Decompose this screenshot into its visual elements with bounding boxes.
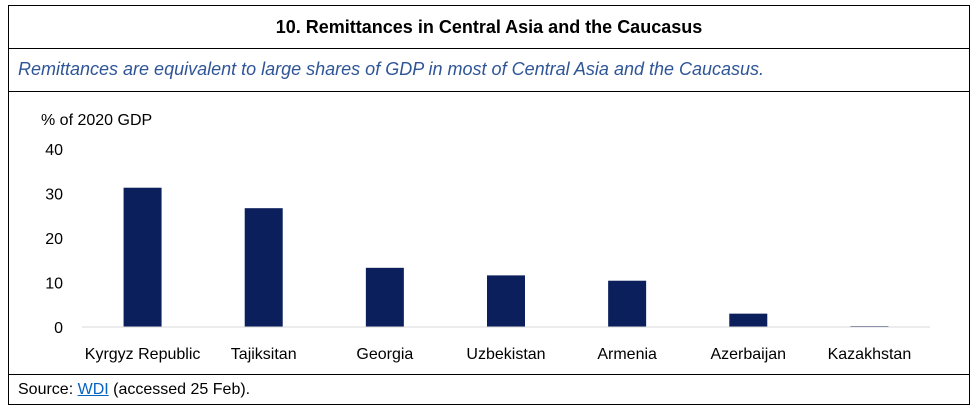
x-tick-label: Armenia [597, 346, 657, 363]
source-suffix: (accessed 25 Feb). [113, 381, 251, 398]
y-tick-label: 10 [45, 276, 63, 293]
bar-uzbekistan [487, 275, 525, 327]
bar-tajiksitan [244, 208, 283, 327]
y-tick-label: 40 [45, 142, 63, 159]
x-tick-label: Kazakhstan [828, 346, 912, 363]
source-note: Source: WDI (accessed 25 Feb). [9, 374, 969, 405]
x-tick-label: Uzbekistan [466, 346, 545, 363]
figure-subtitle: Remittances are equivalent to large shar… [9, 48, 969, 92]
chart-area: % of 2020 GDP 0 10 20 30 40 Kyrgyz Republic T… [9, 92, 969, 374]
y-tick-label: 0 [54, 320, 63, 337]
x-tick-label: Azerbaijan [710, 346, 786, 363]
x-tick-label: Kyrgyz Republic [85, 346, 201, 363]
bar-azerbaijan [729, 313, 768, 327]
y-axis-label: % of 2020 GDP [41, 112, 152, 129]
wdi-link[interactable]: WDI [77, 381, 109, 398]
figure-panel: 10. Remittances in Central Asia and the … [8, 5, 970, 405]
source-prefix: Source: [18, 381, 74, 398]
x-tick-label: Georgia [356, 346, 413, 363]
bar-armenia [608, 280, 647, 327]
bar-georgia [365, 267, 404, 327]
figure-title: 10. Remittances in Central Asia and the … [9, 6, 969, 49]
y-tick-label: 30 [45, 187, 63, 204]
bar-kyrgyz-republic [123, 187, 162, 327]
y-tick-label: 20 [45, 231, 63, 248]
x-tick-label: Tajiksitan [231, 346, 297, 363]
bar-chart: % of 2020 GDP 0 10 20 30 40 Kyrgyz Republic T… [41, 112, 930, 363]
